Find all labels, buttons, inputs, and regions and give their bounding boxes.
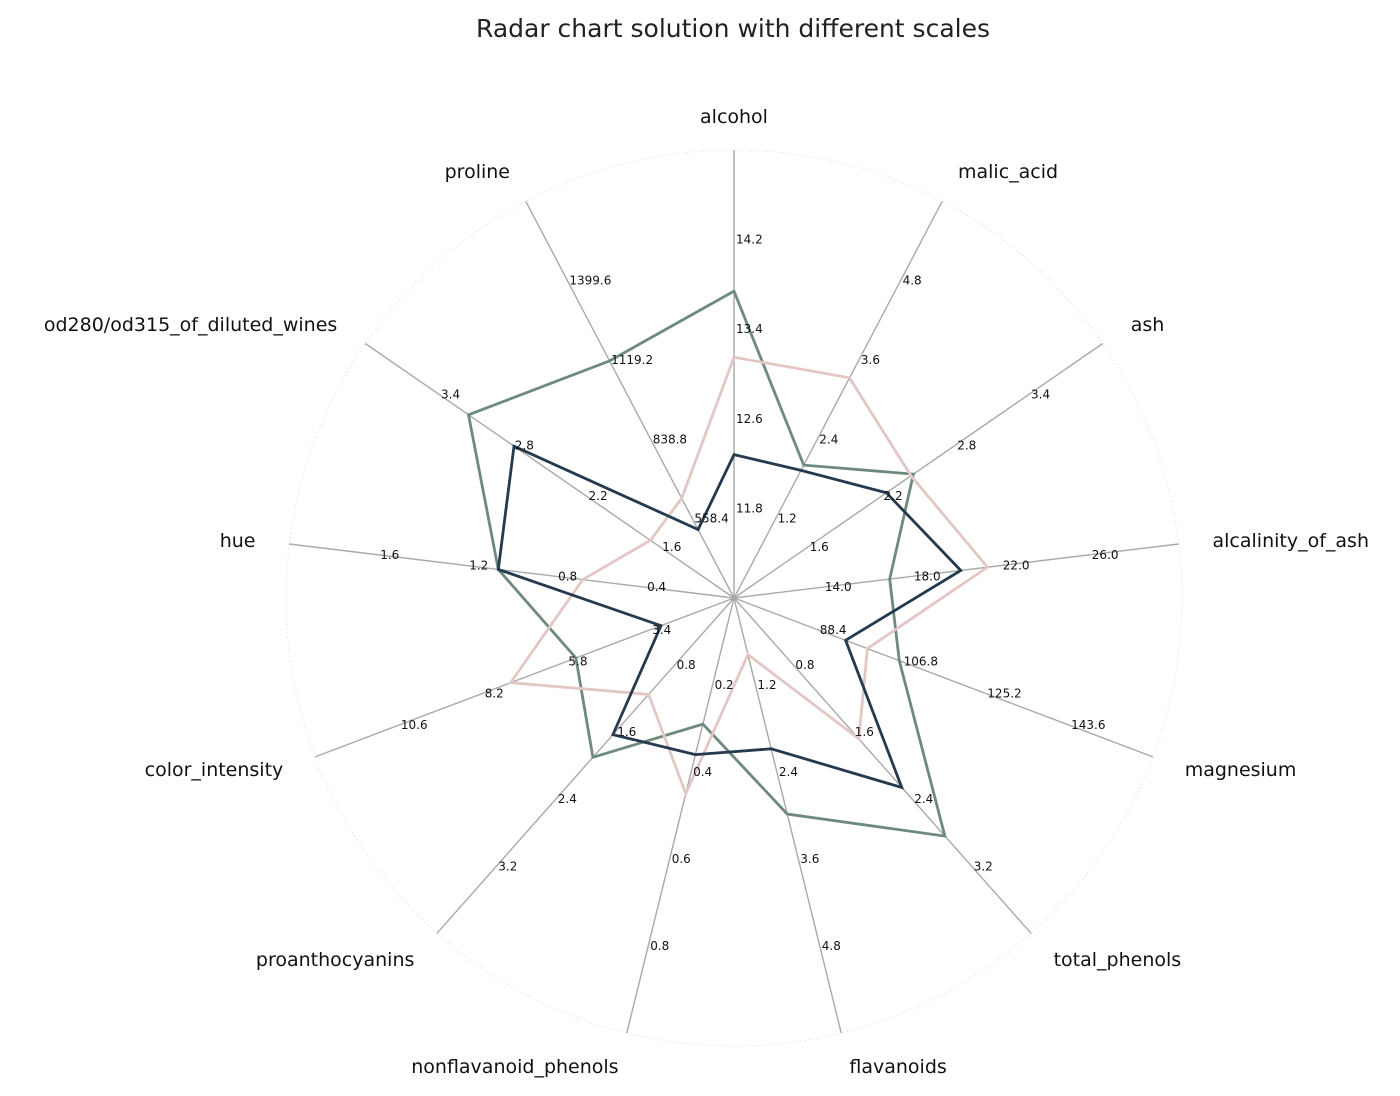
axis-label-magnesium: magnesium [1185,759,1297,781]
tick-label-total-phenols-1: 0.8 [795,658,814,672]
tick-label-hue-1: 0.4 [647,580,666,594]
tick-label-ash-4: 3.4 [1031,387,1050,401]
axis-label-nonflavanoid-phenols: nonflavanoid_phenols [411,1056,618,1078]
tick-label-magnesium-2: 106.8 [904,655,938,669]
tick-label-malic-acid-4: 4.8 [903,274,922,288]
axis-label-od280-od315-of-diluted-wines: od280/od315_of_diluted_wines [44,314,337,336]
tick-label-color-intensity-1: 3.4 [652,623,671,637]
spoke-proline [525,200,735,599]
tick-label-od280-od315-of-diluted-wines-2: 2.2 [589,489,608,503]
spokes-group [289,150,1179,1034]
spoke-od280-od315-of-diluted-wines [364,342,735,599]
spoke-total-phenols [733,597,1032,934]
tick-label-hue-2: 0.8 [558,569,577,583]
tick-label-alcohol-1: 11.8 [736,501,763,515]
tick-label-nonflavanoid-phenols-2: 0.4 [693,765,712,779]
tick-label-flavanoids-4: 4.8 [822,939,841,953]
tick-label-malic-acid-3: 3.6 [861,353,880,367]
tick-label-proline-4: 1399.6 [569,274,611,288]
series-3-line [496,444,964,790]
tick-label-proline-1: 558.4 [694,512,728,526]
tick-label-alcohol-2: 12.6 [736,412,763,426]
tick-label-total-phenols-4: 3.2 [974,859,993,873]
axis-label-proline: proline [445,161,510,183]
tick-label-total-phenols-2: 1.6 [855,725,874,739]
tick-label-malic-acid-1: 1.2 [778,512,797,526]
spoke-ash [733,342,1104,599]
axis-label-color-intensity: color_intensity [145,759,284,781]
tick-labels-group: 11.8 12.6 13.4 14.2 1.2 2.4 3.6 4.8 1.6 2.2 2.8 3.4… [380,233,1118,953]
axis-label-flavanoids: flavanoids [849,1056,946,1078]
tick-label-proanthocyanins-3: 2.4 [558,792,577,806]
tick-label-proanthocyanins-2: 1.6 [617,725,636,739]
spoke-flavanoids [733,597,842,1034]
series-group [466,289,990,838]
axis-label-hue: hue [220,530,256,552]
spoke-hue [289,543,735,599]
tick-label-total-phenols-3: 2.4 [914,792,933,806]
tick-label-ash-1: 1.6 [810,540,829,554]
tick-label-hue-3: 1.2 [469,559,488,573]
tick-label-alcohol-4: 14.2 [736,233,763,247]
spoke-nonflavanoid-phenols [626,597,735,1034]
tick-label-od280-od315-of-diluted-wines-1: 1.6 [662,540,681,554]
tick-label-ash-2: 2.2 [884,489,903,503]
tick-label-od280-od315-of-diluted-wines-3: 2.8 [515,438,534,452]
tick-label-ash-3: 2.8 [957,438,976,452]
chart-title: Radar chart solution with different scal… [476,14,990,43]
tick-label-color-intensity-4: 10.6 [401,718,428,732]
tick-label-alcalinity-of-ash-1: 14.0 [825,580,852,594]
spoke-color-intensity [314,597,735,758]
outer-ring-group [285,149,1183,1047]
outer-ring [285,149,1183,1047]
axis-label-proanthocyanins: proanthocyanins [256,949,414,971]
axis-label-total-phenols: total_phenols [1054,949,1182,971]
spoke-proanthocyanins [436,597,735,934]
tick-label-proanthocyanins-1: 0.8 [677,658,696,672]
tick-label-proline-2: 838.8 [653,432,687,446]
tick-label-flavanoids-3: 3.6 [800,852,819,866]
tick-label-proanthocyanins-4: 3.2 [498,859,517,873]
tick-label-alcalinity-of-ash-2: 18.0 [914,569,941,583]
spoke-malic-acid [733,200,943,599]
tick-label-color-intensity-2: 5.8 [568,655,587,669]
spoke-alcalinity-of-ash [733,543,1179,599]
tick-label-alcalinity-of-ash-4: 26.0 [1092,548,1119,562]
tick-label-malic-acid-2: 2.4 [819,432,838,446]
tick-label-alcohol-3: 13.4 [736,322,763,336]
tick-label-od280-od315-of-diluted-wines-4: 3.4 [441,387,460,401]
tick-label-proline-3: 1119.2 [611,353,653,367]
tick-label-alcalinity-of-ash-3: 22.0 [1003,559,1030,573]
tick-label-nonflavanoid-phenols-3: 0.6 [672,852,691,866]
tick-label-magnesium-3: 125.2 [987,686,1021,700]
tick-label-nonflavanoid-phenols-1: 0.2 [715,678,734,692]
tick-label-flavanoids-1: 1.2 [757,678,776,692]
tick-label-flavanoids-2: 2.4 [779,765,798,779]
axis-label-ash: ash [1131,314,1165,336]
tick-label-magnesium-1: 88.4 [820,623,847,637]
tick-label-magnesium-4: 143.6 [1071,718,1105,732]
series-2-line [508,355,990,798]
tick-label-hue-4: 1.6 [380,548,399,562]
series-1-line [466,289,947,838]
axis-label-alcohol: alcohol [700,106,768,128]
spoke-magnesium [733,597,1154,758]
tick-label-color-intensity-3: 8.2 [485,686,504,700]
tick-label-nonflavanoid-phenols-4: 0.8 [650,939,669,953]
axis-label-alcalinity-of-ash: alcalinity_of_ash [1213,530,1369,552]
axis-label-malic-acid: malic_acid [958,161,1058,183]
